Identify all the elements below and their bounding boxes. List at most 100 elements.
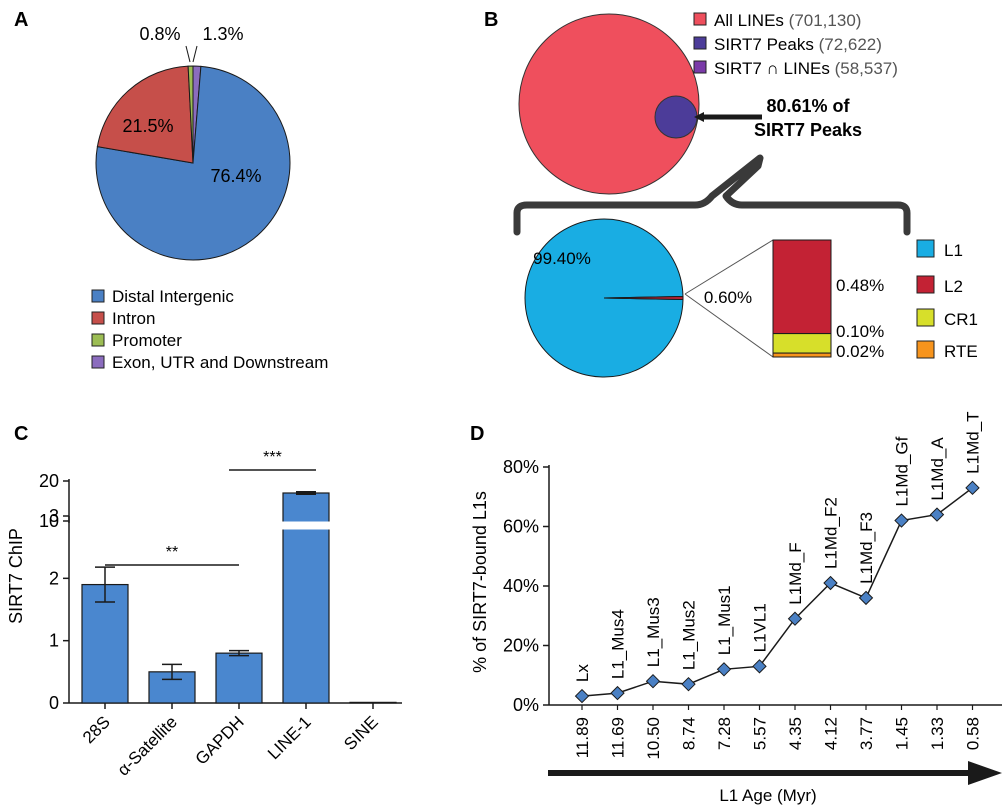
legend-label-promoter: Promoter — [112, 331, 182, 350]
data-point-4 — [716, 662, 732, 677]
pie-a-label-promoter: 0.8% — [139, 24, 180, 44]
panel-d: D % of SIRT7-bound L1s 0% 20% 40% 60% 80% 11.… — [470, 411, 1002, 805]
legend-swatch-l2 — [916, 275, 935, 294]
panel-d-xtick-label: 3.77 — [857, 717, 876, 750]
point-label-0: Lx — [573, 664, 592, 682]
pie-a-label-distal: 76.4% — [210, 166, 261, 186]
legend-label-distal: Distal Intergenic — [112, 287, 234, 306]
callout-line-1: 80.61% of — [766, 96, 850, 116]
zoom-line-bottom — [684, 293, 774, 358]
bar-2 — [215, 652, 263, 704]
data-point-11 — [965, 480, 980, 496]
zoom-line-top — [684, 239, 774, 295]
panel-d-ytick-label: 60% — [503, 517, 539, 537]
panel-c-letter: C — [14, 423, 28, 445]
point-label-9: L1Md_Gf — [893, 436, 912, 506]
stack-segment-cr1 — [772, 333, 832, 354]
data-point-7 — [823, 575, 838, 591]
panel-c-ytick-label: 2 — [49, 568, 59, 588]
panel-d-xtick-label: 4.12 — [822, 717, 841, 750]
legend-swatch-cr1 — [916, 308, 935, 327]
data-point-2 — [645, 673, 661, 689]
data-point-3 — [681, 676, 696, 692]
panel-d-xtick-label: 11.69 — [609, 717, 628, 758]
legend-swatch-all-lines — [693, 12, 707, 26]
point-label-7: L1Md_F2 — [822, 497, 841, 569]
data-point-6 — [787, 611, 803, 626]
pie-a-leader-promoter — [185, 45, 191, 63]
panel-d-ytick-label: 80% — [503, 457, 539, 477]
legend-label-l2: L2 — [944, 277, 963, 296]
panel-b-letter: B — [484, 9, 498, 31]
pie-a-label-exon: 1.3% — [202, 24, 243, 44]
panel-c-xtick-label: LINE-1 — [264, 712, 315, 763]
panel-a-pie — [95, 65, 291, 261]
legend-venn-2: SIRT7 ∩ LINEs (58,537) — [714, 59, 898, 78]
panel-c-xtick-label: GAPDH — [192, 712, 248, 768]
panel-d-ytick-label: 20% — [503, 636, 539, 656]
stack-label-l2: 0.48% — [836, 276, 884, 295]
panel-d-plot: 0% 20% 40% 60% 80% 11.89 Lx 11.69 L1_Mus4 10.50 L1… — [503, 411, 1002, 760]
panel-d-xtick-label: 10.50 — [644, 717, 663, 760]
pie-slice-promoter — [187, 65, 194, 164]
pie-b-label-small: 0.60% — [704, 288, 752, 307]
panel-b-stacked-bar — [772, 239, 832, 358]
pie-slice-intron — [96, 65, 194, 164]
legend-venn-0: All LINEs (701,130) — [714, 11, 861, 30]
panel-d-xtick-label: 7.28 — [715, 717, 734, 750]
panel-b-legend-venn: All LINEs (701,130) SIRT7 Peaks (72,622)… — [693, 11, 898, 78]
panel-c: C SIRT7 ChIP 0 1 2 310 20 28S α-Satellite GAPDH… — [6, 423, 402, 780]
data-point-10 — [929, 507, 945, 522]
pie-a-leader-exon — [192, 45, 198, 63]
panel-a-letter: A — [14, 9, 28, 31]
panel-c-ylabel: SIRT7 ChIP — [6, 528, 26, 624]
pie-a-label-intron: 21.5% — [122, 116, 173, 136]
pie-b-label-main: 99.40% — [533, 249, 591, 268]
panel-d-ylabel: % of SIRT7-bound L1s — [470, 491, 490, 673]
legend-label-exon: Exon, UTR and Downstream — [112, 353, 328, 372]
panel-c-xtick-label: SINE — [340, 712, 381, 753]
legend-venn-1: SIRT7 Peaks (72,622) — [714, 35, 882, 54]
legend-label-intron: Intron — [112, 309, 155, 328]
pie-b-slice-l1 — [524, 218, 684, 378]
callout-line-2: SIRT7 Peaks — [754, 120, 862, 140]
legend-swatch-sirt7-peaks — [693, 36, 707, 50]
panel-d-ytick-label: 40% — [503, 576, 539, 596]
point-label-4: L1_Mus1 — [715, 585, 734, 655]
panel-b-legend-lines: L1 L2 CR1 RTE — [916, 239, 978, 361]
point-label-1: L1_Mus4 — [609, 609, 628, 679]
panel-d-xtick-label: 11.89 — [573, 717, 592, 758]
legend-swatch-distal — [91, 289, 105, 303]
legend-label-rte: RTE — [944, 342, 978, 361]
point-label-10: L1Md_A — [928, 437, 947, 501]
panel-d-series-line — [581, 487, 973, 697]
point-label-11: L1Md_T — [964, 411, 983, 473]
legend-swatch-promoter — [91, 333, 105, 347]
panel-d-ytick-label: 0% — [513, 695, 539, 715]
point-label-2: L1_Mus3 — [644, 597, 663, 667]
stack-segment-rte — [772, 352, 832, 358]
panel-d-xtick-label: 1.33 — [928, 717, 947, 750]
legend-swatch-overlap — [693, 60, 707, 74]
panel-c-xtick-label: 28S — [79, 712, 114, 747]
panel-d-xtick-label: 5.57 — [751, 717, 770, 750]
point-label-5: L1VL1 — [751, 603, 770, 652]
data-point-0 — [574, 688, 590, 704]
legend-swatch-l1 — [916, 239, 935, 258]
stack-segment-l2 — [772, 239, 832, 335]
panel-b: B 80.61% of SIRT7 Peaks All LINEs (701,1… — [484, 9, 978, 378]
significance-label-2: *** — [263, 449, 282, 466]
legend-label-cr1: CR1 — [944, 310, 978, 329]
panel-c-ytick-label: 1 — [49, 631, 59, 651]
point-label-3: L1_Mus2 — [680, 600, 699, 670]
legend-swatch-intron — [91, 311, 105, 325]
panel-d-xtick-label: 1.45 — [893, 717, 912, 750]
data-point-1 — [610, 685, 625, 701]
panel-d-letter: D — [470, 423, 484, 445]
panel-b-pie — [524, 218, 684, 378]
panel-a-legend: Distal Intergenic Intron Promoter Exon, … — [91, 287, 328, 372]
panel-d-xtick-label: 8.74 — [680, 717, 699, 750]
panel-d-xtick-label: 0.58 — [964, 717, 983, 750]
panel-c-ytick-label: 10 — [39, 511, 59, 531]
